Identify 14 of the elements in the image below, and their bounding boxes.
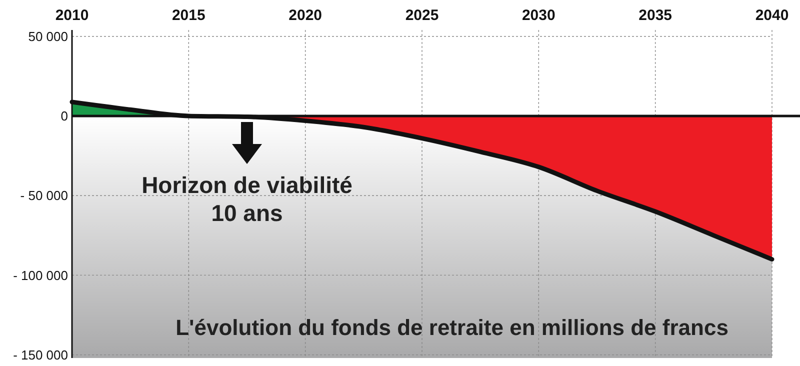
x-tick-label: 2020 [288, 7, 322, 24]
x-tick-label: 2010 [55, 7, 89, 24]
y-tick-label: - 100 000 [13, 268, 68, 283]
text: L'évolution du fonds de retraite en millions de francs [176, 315, 728, 340]
x-tick-label: 2015 [172, 7, 206, 24]
y-tick-label: 0 [60, 108, 68, 124]
y-tick-label: 50 000 [28, 28, 68, 44]
y-tick-label: - 150 000 [13, 347, 68, 362]
x-tick-label: 2025 [405, 7, 439, 24]
annotation: Horizon de viabilité 10 ans [142, 172, 352, 226]
x-tick-label: 2035 [638, 7, 672, 24]
x-tick-label: 2030 [522, 7, 556, 24]
y-tick-label: - 50 000 [20, 188, 68, 204]
x-tick-label: 2040 [755, 7, 789, 24]
